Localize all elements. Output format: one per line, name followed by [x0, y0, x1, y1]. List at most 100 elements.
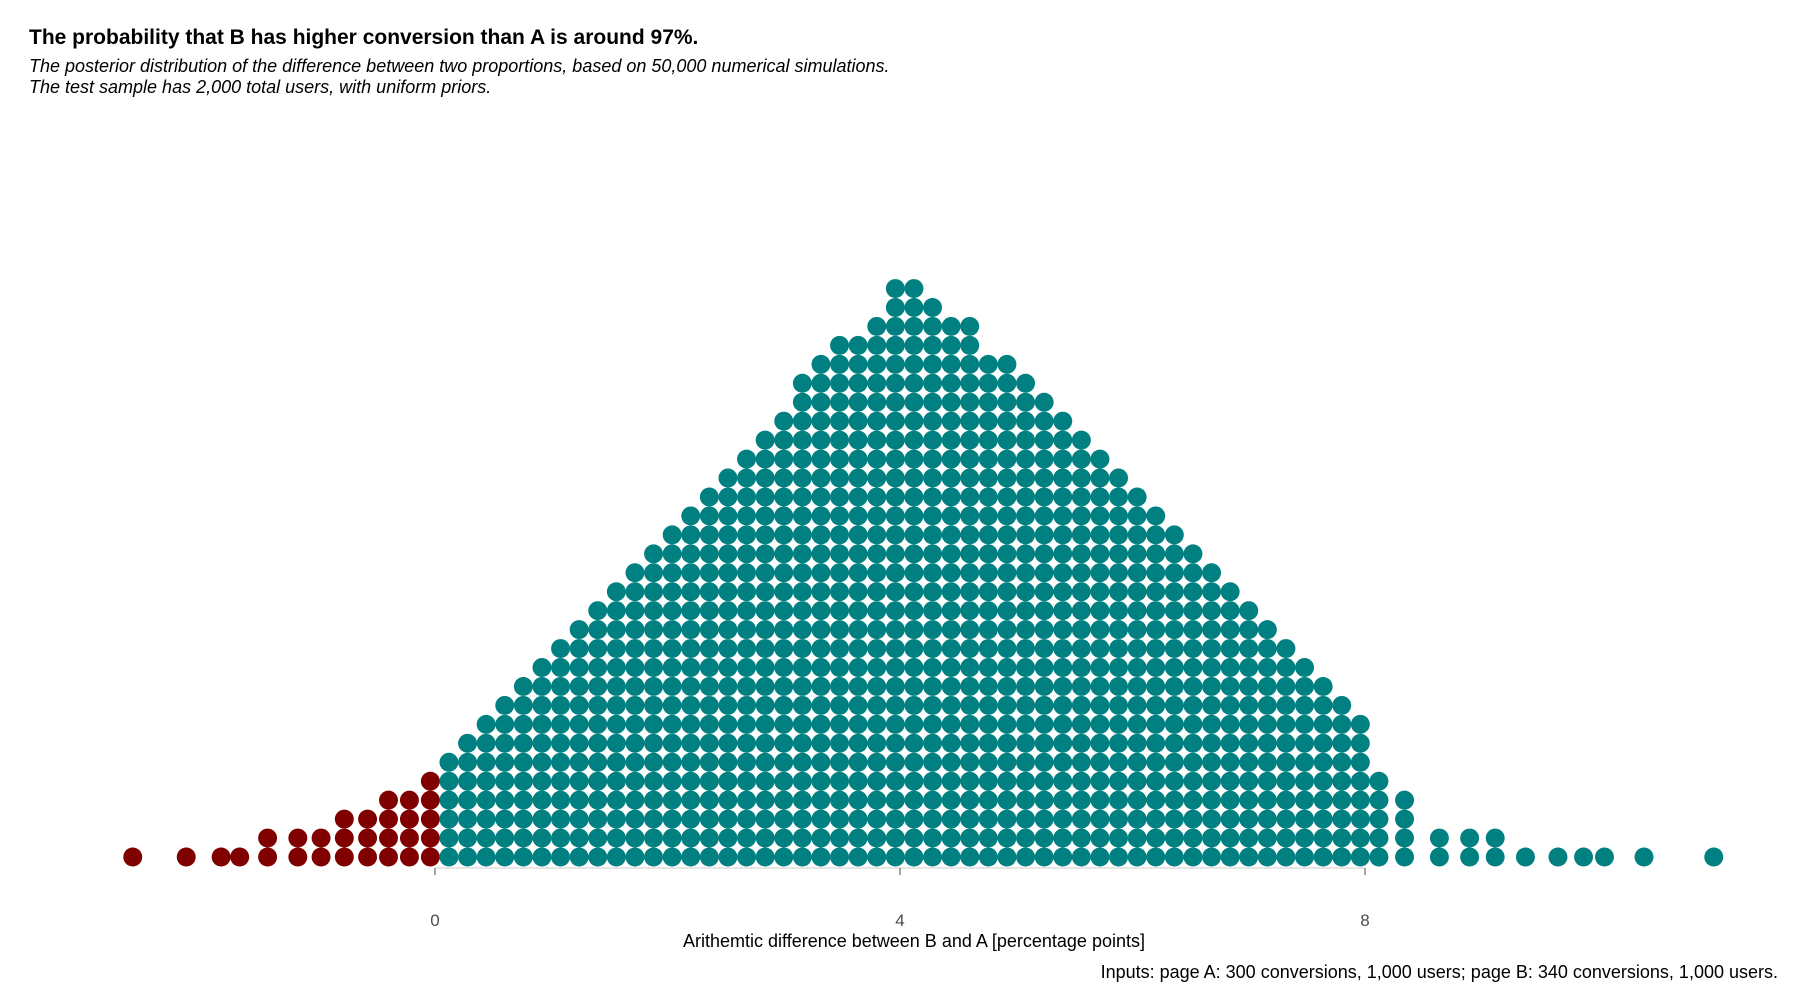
- x-axis: 0 4 8: [430, 867, 1370, 930]
- dot: [848, 790, 868, 810]
- dot: [1257, 620, 1277, 640]
- dot: [625, 639, 645, 659]
- dot: [1313, 771, 1333, 791]
- dot: [1090, 809, 1110, 829]
- dot: [662, 771, 682, 791]
- dot: [885, 771, 905, 791]
- dot: [1350, 828, 1370, 848]
- dot: [1313, 790, 1333, 810]
- dot: [904, 658, 924, 677]
- dot: [718, 525, 738, 545]
- dot: [867, 316, 887, 336]
- dot: [1071, 582, 1091, 602]
- dot: [1202, 828, 1222, 848]
- dot: [848, 847, 868, 867]
- dot: [830, 790, 850, 810]
- dot: [792, 544, 812, 564]
- dot: [867, 544, 887, 564]
- dot: [923, 790, 943, 810]
- dot: [532, 752, 552, 772]
- dot: [1090, 582, 1110, 602]
- dot: [997, 525, 1017, 545]
- dot: [1071, 487, 1091, 507]
- dot: [1109, 468, 1129, 488]
- dot: [718, 544, 738, 564]
- dot: [978, 733, 998, 753]
- dot: [569, 752, 589, 772]
- dot: [867, 676, 887, 696]
- dot: [569, 639, 589, 659]
- dot: [1183, 620, 1203, 640]
- dot: [830, 392, 850, 412]
- dot: [737, 695, 757, 715]
- dot: [1016, 658, 1036, 677]
- dot: [625, 809, 645, 829]
- dot: [941, 714, 961, 734]
- dot: [978, 506, 998, 526]
- dot: [439, 790, 459, 810]
- dot: [941, 601, 961, 621]
- dot: [1127, 828, 1147, 848]
- dot: [792, 487, 812, 507]
- dot: [811, 468, 831, 488]
- dot: [1146, 658, 1166, 677]
- dot: [1313, 847, 1333, 867]
- dot: [867, 430, 887, 450]
- dot: [904, 316, 924, 336]
- dot: [774, 601, 794, 621]
- dot: [379, 828, 398, 848]
- dot: [923, 335, 943, 355]
- dot: [960, 487, 980, 507]
- dot: [885, 620, 905, 640]
- dot: [978, 392, 998, 412]
- dot: [1071, 658, 1091, 677]
- dot: [755, 828, 775, 848]
- dot: [885, 373, 905, 393]
- dot: [644, 828, 664, 848]
- dot: [1016, 752, 1036, 772]
- dot: [681, 544, 701, 564]
- dot: [923, 695, 943, 715]
- dot: [1332, 771, 1352, 791]
- dot: [625, 733, 645, 753]
- dot: [755, 449, 775, 469]
- dot: [1276, 809, 1296, 829]
- dot: [978, 695, 998, 715]
- dot: [774, 733, 794, 753]
- dot: [1053, 411, 1073, 431]
- dot: [755, 468, 775, 488]
- dot: [495, 733, 515, 753]
- dot: [755, 847, 775, 867]
- dot: [811, 373, 831, 393]
- dot: [774, 506, 794, 526]
- dot: [867, 449, 887, 469]
- dot: [755, 733, 775, 753]
- dot: [718, 601, 738, 621]
- dot: [1295, 752, 1315, 772]
- dot: [923, 809, 943, 829]
- dot: [1034, 639, 1054, 659]
- dot: [1109, 506, 1129, 526]
- dot: [1127, 847, 1147, 867]
- dot: [978, 601, 998, 621]
- dot: [1034, 525, 1054, 545]
- dot: [1313, 809, 1333, 829]
- dot: [1071, 449, 1091, 469]
- x-tick-label: 0: [430, 911, 439, 930]
- dot: [1295, 790, 1315, 810]
- dot: [997, 468, 1017, 488]
- dot: [755, 487, 775, 507]
- dot: [1034, 620, 1054, 640]
- chart-caption: Inputs: page A: 300 conversions, 1,000 u…: [1100, 962, 1778, 982]
- dot: [811, 563, 831, 583]
- dot: [1332, 809, 1352, 829]
- dot: [1071, 771, 1091, 791]
- dot: [399, 828, 419, 848]
- dot: [885, 809, 905, 829]
- dot: [941, 752, 961, 772]
- dot: [1034, 809, 1054, 829]
- dot: [1090, 752, 1110, 772]
- dot: [718, 658, 738, 677]
- dot: [978, 468, 998, 488]
- dot: [774, 695, 794, 715]
